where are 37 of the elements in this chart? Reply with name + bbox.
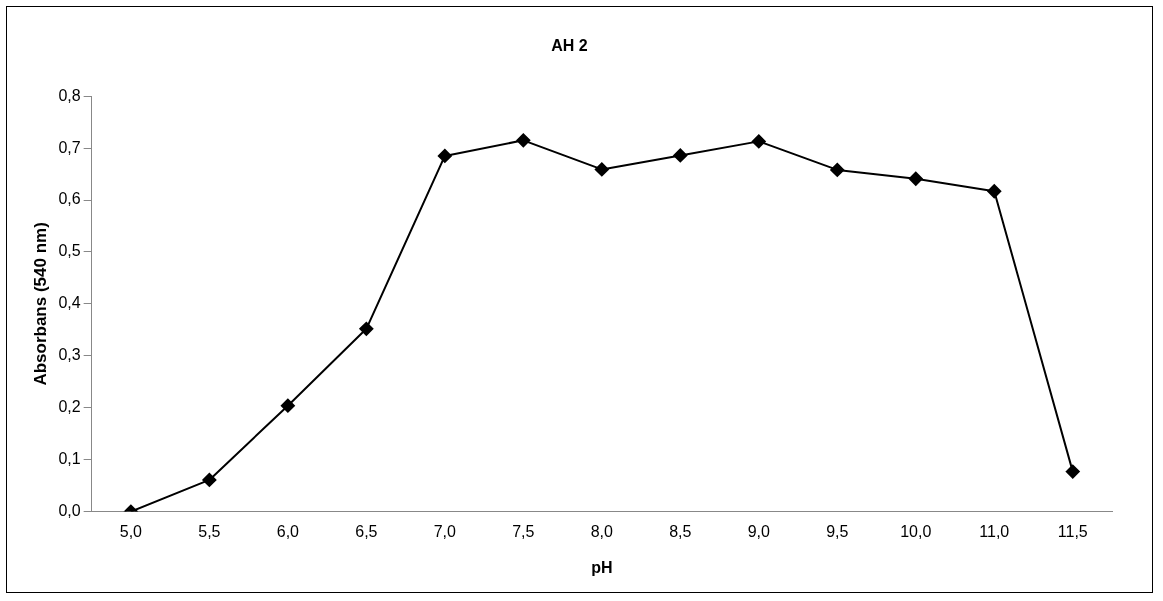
y-tick-label: 0,3 <box>58 346 81 364</box>
y-tick-label: 0,2 <box>58 398 81 416</box>
chart-title: AH 2 <box>551 37 588 55</box>
point <box>280 398 295 413</box>
y-tick-label: 0,7 <box>58 138 81 156</box>
x-tick-label: 8,5 <box>669 522 692 540</box>
point <box>987 184 1002 199</box>
x-tick-label: 7,0 <box>433 522 457 540</box>
x-tick-label: 11,0 <box>979 522 1010 540</box>
x-tick-label: 5,5 <box>198 522 221 540</box>
point <box>359 321 374 336</box>
x-tick-label: 7,5 <box>512 522 535 540</box>
x-tick-label: 9,0 <box>747 522 771 540</box>
x-tick-label: 8,0 <box>590 522 614 540</box>
y-tick-label: 0,1 <box>58 450 81 468</box>
x-tick-label: 6,0 <box>276 522 300 540</box>
x-tick-label: 10,0 <box>900 522 932 540</box>
point <box>751 134 766 149</box>
point <box>516 133 531 148</box>
x-tick-label: 9,5 <box>826 522 849 540</box>
point <box>908 171 923 186</box>
y-tick-label: 0,5 <box>58 242 81 260</box>
y-tick-label: 0,8 <box>58 86 81 104</box>
x-axis-title: pH <box>591 558 613 576</box>
x-tick-label: 5,0 <box>119 522 143 540</box>
point <box>673 148 688 163</box>
y-axis-title: Absorbans (540 nm) <box>30 222 50 386</box>
x-tick-label: 11,5 <box>1057 522 1088 540</box>
y-tick-label: 0,0 <box>58 502 81 520</box>
point <box>594 162 609 177</box>
y-tick-label: 0,6 <box>58 190 81 208</box>
y-tick-label: 0,4 <box>58 294 81 312</box>
x-tick-label: 6,5 <box>355 522 378 540</box>
point <box>202 472 217 487</box>
point <box>830 162 845 177</box>
point <box>1065 464 1080 479</box>
point <box>437 148 452 163</box>
